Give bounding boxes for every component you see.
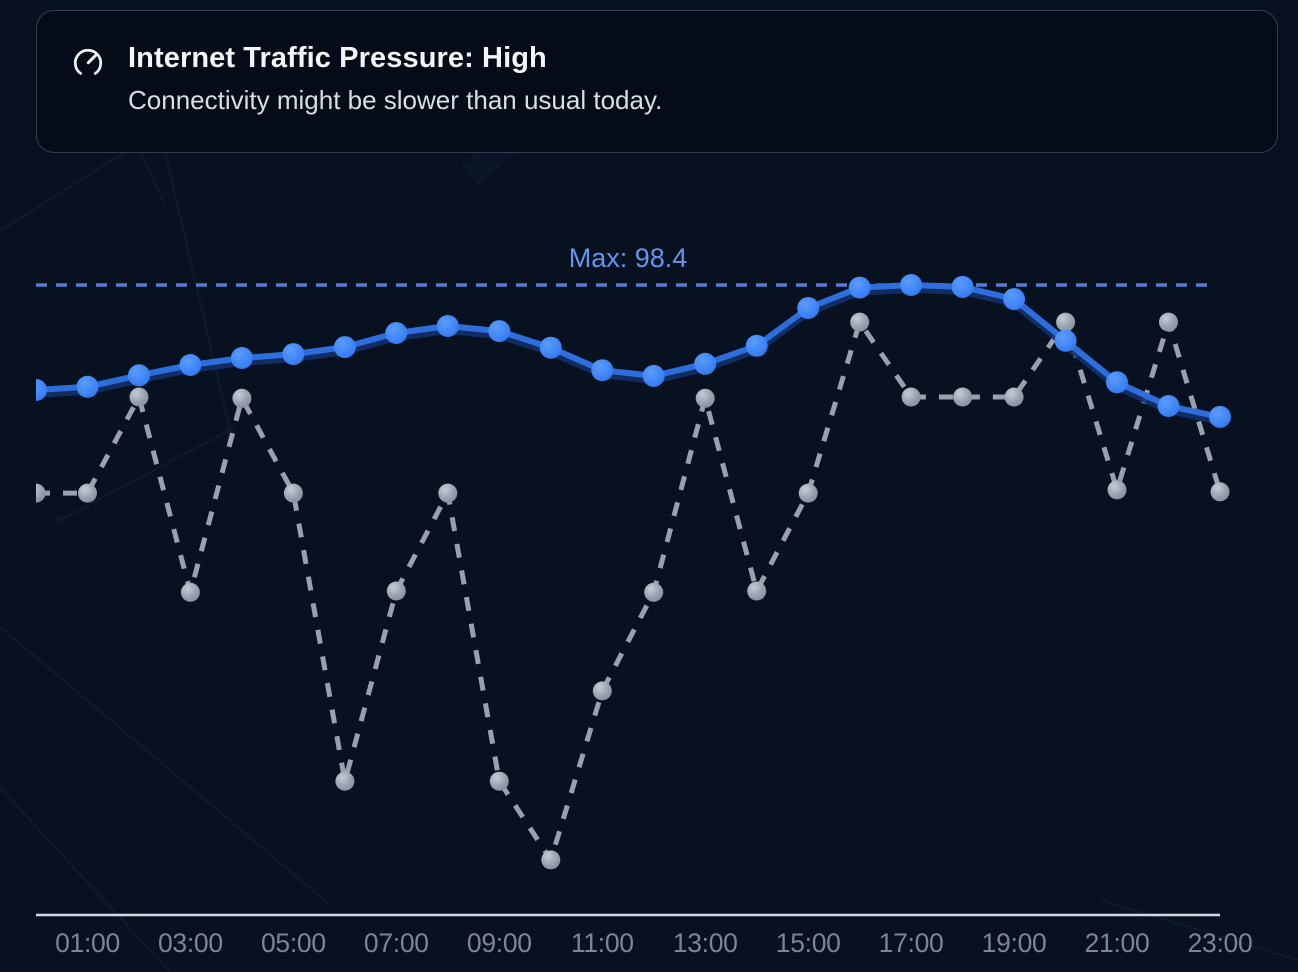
x-tick-label: 05:00 xyxy=(260,928,326,958)
traffic-pressure-solid-blue-point xyxy=(1054,329,1077,352)
secondary-dashed-gray-point xyxy=(644,582,664,602)
traffic-pressure-solid-blue-point xyxy=(797,297,820,319)
x-tick-label: 15:00 xyxy=(775,928,841,958)
blue-solid-series xyxy=(36,274,1231,428)
secondary-dashed-gray-point xyxy=(1210,482,1230,502)
secondary-dashed-gray-point xyxy=(695,388,715,408)
traffic-pressure-solid-blue-point xyxy=(1003,288,1026,311)
traffic-pressure-solid-blue-point xyxy=(1209,405,1231,428)
secondary-dashed-gray-point xyxy=(1107,480,1127,500)
traffic-pressure-solid-blue-point xyxy=(76,375,99,398)
gauge-icon xyxy=(71,46,105,80)
secondary-dashed-gray-point xyxy=(129,387,149,407)
traffic-pressure-solid-blue-point xyxy=(539,336,562,359)
traffic-pressure-solid-blue-point xyxy=(951,275,974,298)
secondary-dashed-gray-point xyxy=(798,483,818,503)
traffic-pressure-solid-blue-point xyxy=(642,364,665,387)
secondary-dashed-gray-point xyxy=(36,483,46,503)
gray-dashed-series xyxy=(36,312,1230,870)
traffic-pressure-solid-blue-point xyxy=(1106,371,1128,394)
secondary-dashed-gray-point xyxy=(1159,312,1178,332)
traffic-pressure-solid-blue-point xyxy=(848,276,871,299)
x-tick-label: 23:00 xyxy=(1187,928,1253,958)
secondary-dashed-gray-point xyxy=(1004,387,1024,407)
traffic-pressure-solid-blue-point xyxy=(385,322,408,344)
x-tick-label: 09:00 xyxy=(466,928,532,958)
traffic-pressure-solid-blue-point xyxy=(488,320,511,343)
traffic-pressure-solid-blue-point xyxy=(333,336,356,359)
traffic-pressure-solid-blue-point xyxy=(745,334,768,357)
secondary-dashed-gray-point xyxy=(901,387,921,407)
secondary-dashed-gray-point xyxy=(78,483,97,503)
traffic-pressure-solid-blue-point xyxy=(230,347,253,369)
traffic-pressure-solid-blue-point xyxy=(694,352,717,375)
secondary-dashed-gray-point xyxy=(1056,312,1076,332)
traffic-pressure-solid-blue-point xyxy=(36,379,47,401)
max-line-label: Max: 98.4 xyxy=(568,243,688,273)
secondary-dashed-gray-point xyxy=(953,387,973,407)
x-tick-label: 03:00 xyxy=(157,928,223,958)
x-tick-label: 21:00 xyxy=(1084,928,1150,958)
x-axis-labels: 01:00 03:00 05:00 07:00 09:00 11:00 13:00 15:00… xyxy=(0,928,1298,968)
x-tick-label: 07:00 xyxy=(363,928,429,958)
traffic-pressure-solid-blue-point xyxy=(179,354,202,376)
x-tick-label: 13:00 xyxy=(672,928,738,958)
x-tick-label: 19:00 xyxy=(981,928,1047,958)
secondary-dashed-gray-point xyxy=(850,312,870,332)
secondary-dashed-gray-point xyxy=(180,582,200,602)
traffic-pressure-solid-blue-point xyxy=(282,343,305,366)
secondary-dashed-gray-point xyxy=(541,850,561,870)
secondary-dashed-gray-point xyxy=(489,771,509,791)
alert-title: Internet Traffic Pressure: High xyxy=(128,42,547,74)
traffic-pressure-solid-blue-point xyxy=(128,364,150,387)
secondary-dashed-gray-point xyxy=(386,581,406,601)
secondary-dashed-gray-point xyxy=(335,771,355,791)
alert-subtitle: Connectivity might be slower than usual … xyxy=(128,85,663,115)
traffic-alert-card: Internet Traffic Pressure: High Connecti… xyxy=(36,10,1278,153)
secondary-dashed-gray-point xyxy=(747,581,767,601)
traffic-pressure-solid-blue-point xyxy=(591,359,614,382)
x-tick-label: 11:00 xyxy=(570,928,634,958)
secondary-dashed-gray-point xyxy=(283,483,303,503)
alert-text-block: Internet Traffic Pressure: High Connecti… xyxy=(128,41,662,115)
secondary-dashed-gray-point xyxy=(438,483,458,503)
x-tick-label: 17:00 xyxy=(878,928,944,958)
traffic-pressure-solid-blue-point xyxy=(1157,395,1180,417)
secondary-dashed-gray-point xyxy=(592,681,612,701)
traffic-pressure-solid-blue-point xyxy=(436,315,459,337)
traffic-pressure-solid-blue-point xyxy=(900,274,923,296)
x-tick-label: 01:00 xyxy=(55,928,120,958)
secondary-dashed-gray-point xyxy=(232,388,252,408)
